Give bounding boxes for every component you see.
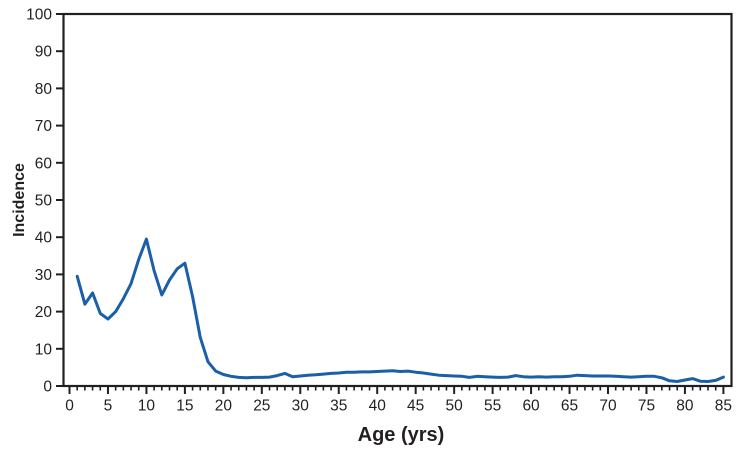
plot-area: 0 5 10 15 20 25 30 35 40 45 50 55 60 65 70 75 80 85 0 10 20 3…	[26, 7, 733, 415]
x-tick-label: 55	[484, 398, 501, 415]
x-tick-label: 50	[446, 398, 464, 415]
x-tick-label: 10	[138, 398, 156, 415]
incidence-line	[75, 237, 725, 383]
x-tick-label: 30	[292, 398, 310, 415]
y-tick-label: 40	[35, 230, 53, 247]
x-tick-label: 45	[407, 398, 424, 415]
y-tick-label: 0	[43, 379, 52, 396]
y-tick-label: 80	[35, 81, 53, 98]
y-tick-label: 20	[35, 304, 53, 321]
x-tick-label: 65	[561, 398, 578, 415]
y-axis-ticks	[56, 13, 64, 387]
x-tick-label: 80	[676, 398, 694, 415]
x-tick-label: 0	[65, 398, 74, 415]
y-tick-label: 100	[26, 7, 52, 24]
y-tick-labels: 0 10 20 30 40 50 60 70 80 90 100	[26, 7, 52, 396]
y-tick-label: 30	[35, 267, 53, 284]
x-tick-label: 25	[253, 398, 270, 415]
x-axis-title: Age (yrs)	[358, 424, 445, 446]
y-tick-label: 60	[35, 155, 53, 172]
x-tick-label: 70	[599, 398, 617, 415]
y-tick-label: 50	[35, 193, 53, 210]
x-axis-ticks	[68, 386, 725, 394]
x-tick-label: 75	[638, 398, 655, 415]
x-tick-label: 20	[215, 398, 233, 415]
y-tick-label: 10	[35, 341, 53, 358]
y-tick-label: 90	[35, 44, 53, 61]
x-tick-label: 35	[330, 398, 347, 415]
plot-frame	[62, 12, 733, 388]
x-tick-label: 40	[369, 398, 387, 415]
x-tick-labels: 0 5 10 15 20 25 30 35 40 45 50 55 60 65 70 75 80 85	[65, 398, 732, 415]
x-tick-label: 5	[104, 398, 113, 415]
x-tick-label: 60	[522, 398, 540, 415]
y-axis-title: Incidence	[11, 163, 28, 237]
x-tick-label: 15	[176, 398, 193, 415]
y-tick-label: 70	[35, 118, 53, 135]
x-tick-label: 85	[715, 398, 732, 415]
